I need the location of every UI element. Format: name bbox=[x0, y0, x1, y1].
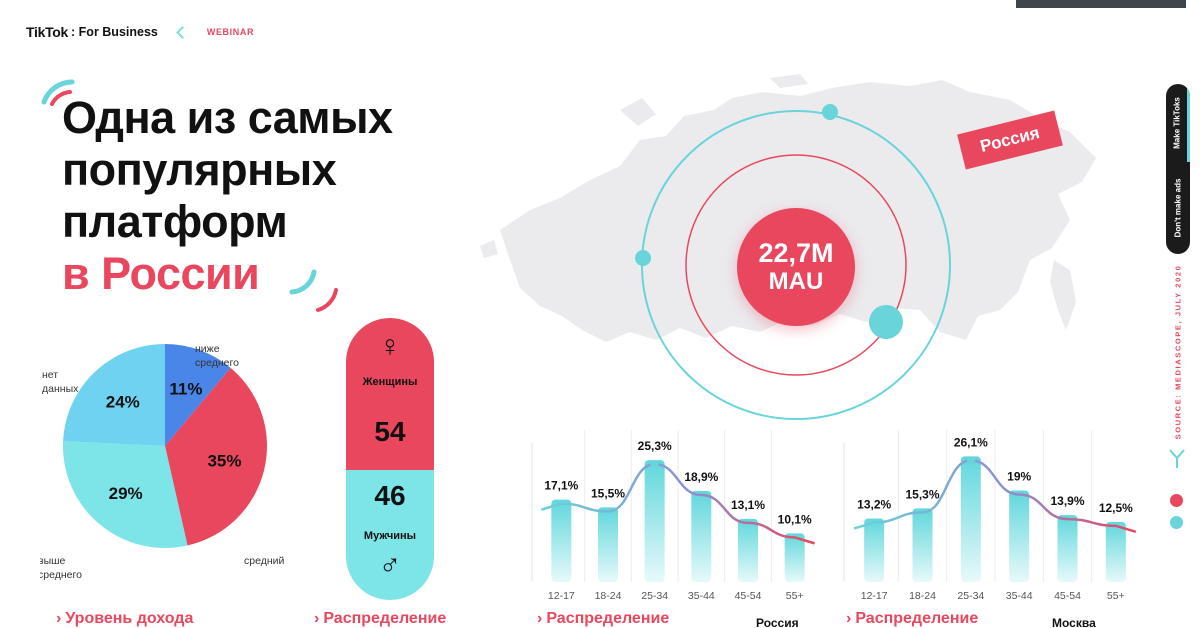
age-value-label-0: 13,2% bbox=[857, 497, 891, 511]
age-category-label-4: 45-54 bbox=[1054, 590, 1081, 602]
pie-category-label-3-1: данных bbox=[42, 383, 79, 395]
side-dot-red bbox=[1170, 494, 1183, 507]
title-line-2: популярных bbox=[62, 144, 337, 195]
age-bar-1 bbox=[912, 508, 933, 582]
age-value-label-1: 15,3% bbox=[905, 487, 939, 501]
female-label: Женщины bbox=[362, 376, 418, 388]
mau-unit: MAU bbox=[768, 268, 824, 295]
age-bar-4 bbox=[1057, 515, 1078, 582]
section-income: › Уровень дохода bbox=[56, 610, 194, 627]
age-value-label-4: 13,1% bbox=[731, 498, 765, 512]
region-russia-label: Россия bbox=[756, 616, 799, 628]
age-category-label-0: 12-17 bbox=[861, 590, 888, 602]
age-trend-line bbox=[540, 462, 816, 545]
age-peak-dot bbox=[966, 456, 975, 465]
title-line-3: платформ bbox=[62, 196, 288, 247]
age-value-label-2: 26,1% bbox=[954, 435, 988, 449]
age-bar-3 bbox=[691, 491, 712, 582]
pie-slice-0 bbox=[165, 344, 231, 446]
age-category-label-2: 25-34 bbox=[641, 590, 668, 602]
section-gender-label: Распределение bbox=[323, 610, 447, 627]
age-category-label-1: 18-24 bbox=[595, 590, 622, 602]
age-value-label-5: 10,1% bbox=[778, 512, 812, 526]
age-category-label-4: 45-54 bbox=[735, 590, 762, 602]
mau-value: 22,7M bbox=[758, 238, 834, 268]
male-label: Мужчины bbox=[363, 530, 417, 542]
gender-pill: ♀ Женщины 54 46 Мужчины ♂ bbox=[346, 318, 434, 600]
header: TikTok : For Business WEBINAR bbox=[26, 24, 254, 40]
side-tab-make[interactable]: Make TikToks bbox=[1166, 84, 1190, 162]
age-bar-2 bbox=[644, 460, 665, 582]
page-title: Одна из самых популярных платформ в Росс… bbox=[62, 92, 393, 300]
gender-female-block: ♀ Женщины 54 bbox=[346, 318, 434, 470]
side-tab-make-label: Make TikToks bbox=[1172, 97, 1181, 149]
pie-value-label-3: 24% bbox=[106, 393, 140, 412]
webinar-tag: WEBINAR bbox=[206, 27, 255, 37]
title-line-1: Одна из самых bbox=[62, 92, 393, 143]
source-note: SOURCE: MEDIASCOPE, JULY 2020 bbox=[1173, 264, 1183, 440]
age-category-label-1: 18-24 bbox=[909, 590, 936, 602]
section-age-moscow-label: Распределение bbox=[855, 610, 979, 627]
section-age-russia-label: Распределение bbox=[546, 610, 670, 627]
age-bar-5 bbox=[784, 533, 805, 582]
section-age-moscow: › Распределение bbox=[846, 610, 979, 627]
age-bar-4 bbox=[738, 518, 758, 582]
age-category-label-3: 35-44 bbox=[1006, 590, 1033, 602]
section-gender: › Распределение bbox=[314, 610, 447, 627]
side-tab-strip[interactable]: Make TikToks Don't make ads bbox=[1166, 84, 1190, 254]
age-category-label-3: 35-44 bbox=[688, 590, 715, 602]
income-pie-chart: 11% 35% 29% 24% ниже среднего средний выше средн… bbox=[40, 343, 284, 581]
section-income-label: Уровень дохода bbox=[65, 610, 194, 627]
pie-value-label-1: 35% bbox=[207, 451, 241, 470]
age-value-label-4: 13,9% bbox=[1050, 494, 1084, 508]
age-bar-0 bbox=[864, 518, 885, 582]
age-value-label-1: 15,5% bbox=[591, 486, 625, 500]
pie-category-label-0-0: ниже bbox=[195, 343, 220, 355]
for-business-label: : For Business bbox=[71, 25, 158, 39]
pie-category-label-3-0: нет bbox=[42, 369, 58, 381]
side-tab-dont-label: Don't make ads bbox=[1173, 178, 1183, 238]
age-value-label-3: 19% bbox=[1007, 470, 1031, 484]
age-bar-0 bbox=[551, 499, 572, 582]
age-trend-line bbox=[853, 459, 1137, 534]
gender-male-block: 46 Мужчины ♂ bbox=[346, 470, 434, 600]
side-dot-cyan bbox=[1170, 516, 1183, 529]
male-icon: ♂ bbox=[378, 548, 402, 581]
age-bar-5 bbox=[1105, 521, 1126, 582]
pie-slice-3 bbox=[63, 344, 165, 446]
pie-category-label-1-0: средний bbox=[244, 555, 284, 567]
chevron-left-icon[interactable] bbox=[175, 25, 189, 39]
age-value-label-3: 18,9% bbox=[684, 470, 718, 484]
age-bar-1 bbox=[598, 507, 618, 582]
age-chart-moscow: 13,2% 12-17 15,3% 18-24 26,1% 25-34 19% 35-44 13… bbox=[843, 430, 1137, 602]
age-value-label-2: 25,3% bbox=[638, 439, 672, 453]
pie-value-label-0: 11% bbox=[169, 379, 202, 398]
age-category-label-2: 25-34 bbox=[957, 590, 984, 602]
mau-badge: 22,7M MAU bbox=[737, 208, 855, 326]
title-highlight: в России bbox=[62, 248, 260, 299]
section-age-russia: › Распределение bbox=[537, 610, 670, 627]
region-moscow-label: Москва bbox=[1052, 616, 1096, 628]
female-icon: ♀ bbox=[378, 330, 402, 363]
age-chart-russia: 17,1% 12-17 15,5% 18-24 25,3% 25-34 18,9% 35-44… bbox=[531, 430, 816, 602]
age-category-label-5: 55+ bbox=[786, 590, 804, 602]
pie-slice-1 bbox=[165, 367, 267, 546]
top-overlay-bar bbox=[1016, 0, 1186, 8]
tiktok-logo[interactable]: TikTok bbox=[26, 24, 69, 40]
age-peak-dot bbox=[650, 460, 659, 469]
pie-value-label-2: 29% bbox=[109, 484, 143, 503]
pie-category-label-2-0: выше bbox=[40, 555, 66, 567]
female-value: 54 bbox=[374, 416, 406, 447]
side-tab-dont[interactable]: Don't make ads bbox=[1166, 162, 1190, 254]
pie-category-label-0-1: среднего bbox=[195, 357, 239, 369]
age-bar-3 bbox=[1009, 490, 1030, 582]
age-category-label-0: 12-17 bbox=[548, 590, 575, 602]
male-value: 46 bbox=[374, 480, 406, 511]
pie-category-label-2-1: среднего bbox=[40, 569, 82, 581]
age-value-label-0: 17,1% bbox=[544, 479, 578, 493]
age-bar-2 bbox=[960, 456, 981, 582]
pie-slice-2 bbox=[63, 441, 188, 548]
age-value-label-5: 12,5% bbox=[1099, 501, 1133, 515]
age-category-label-5: 55+ bbox=[1107, 590, 1125, 602]
